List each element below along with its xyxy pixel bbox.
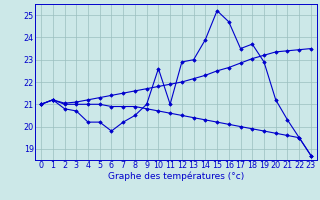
X-axis label: Graphe des températures (°c): Graphe des températures (°c) [108,172,244,181]
